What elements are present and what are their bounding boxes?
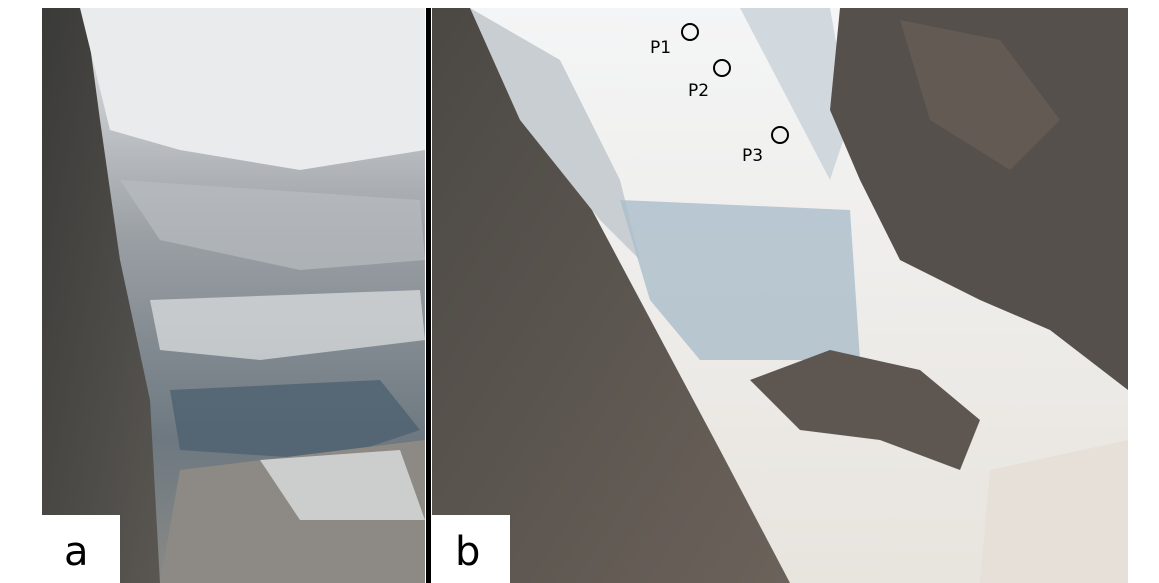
panel-label: b (455, 529, 480, 575)
photo-a (42, 8, 425, 583)
label-box (432, 515, 510, 583)
photo-b (432, 8, 1128, 583)
marker-p2 (713, 59, 731, 77)
point-label: P2 (688, 81, 709, 101)
point-label: P1 (650, 38, 671, 58)
marker-p1 (681, 23, 699, 41)
panel-label: a (64, 529, 89, 575)
label-box (42, 515, 120, 583)
marker-p3 (771, 126, 789, 144)
divider (426, 8, 431, 583)
point-label: P3 (742, 146, 763, 166)
point-markers: P1 P2 P3 (650, 23, 789, 166)
